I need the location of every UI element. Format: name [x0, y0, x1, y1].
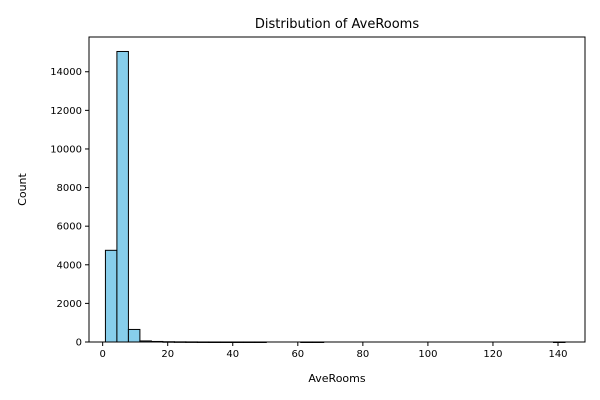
x-tick-label: 120: [483, 349, 502, 360]
x-tick-label: 40: [226, 349, 239, 360]
y-axis-label: Count: [16, 172, 29, 205]
x-axis-label: AveRooms: [308, 372, 365, 385]
y-axis-ticks: 0 2000 4000 6000 8000 10000 12000 14000: [50, 67, 89, 349]
x-axis-ticks: 0 20 40 60 80 100 120 140: [99, 342, 568, 360]
y-tick-label: 12000: [50, 106, 82, 117]
y-tick-label: 10000: [50, 144, 82, 155]
plot-frame: [88, 36, 586, 343]
y-tick-label: 2000: [57, 299, 82, 310]
histogram-bar: [104, 249, 118, 343]
bars-group: [104, 50, 566, 343]
y-tick-label: 14000: [50, 67, 82, 78]
x-tick-label: 0: [99, 349, 105, 360]
histogram-bar: [116, 50, 129, 343]
x-tick-label: 80: [356, 349, 369, 360]
x-tick-label: 20: [161, 349, 174, 360]
y-tick-label: 4000: [57, 260, 82, 271]
y-tick-label: 0: [76, 338, 82, 349]
x-tick-label: 140: [548, 349, 567, 360]
y-tick-label: 8000: [57, 183, 82, 194]
x-tick-label: 60: [291, 349, 304, 360]
x-tick-label: 100: [418, 349, 437, 360]
histogram-bar: [127, 328, 141, 343]
chart-title: Distribution of AveRooms: [255, 17, 419, 32]
y-tick-label: 6000: [57, 222, 82, 233]
